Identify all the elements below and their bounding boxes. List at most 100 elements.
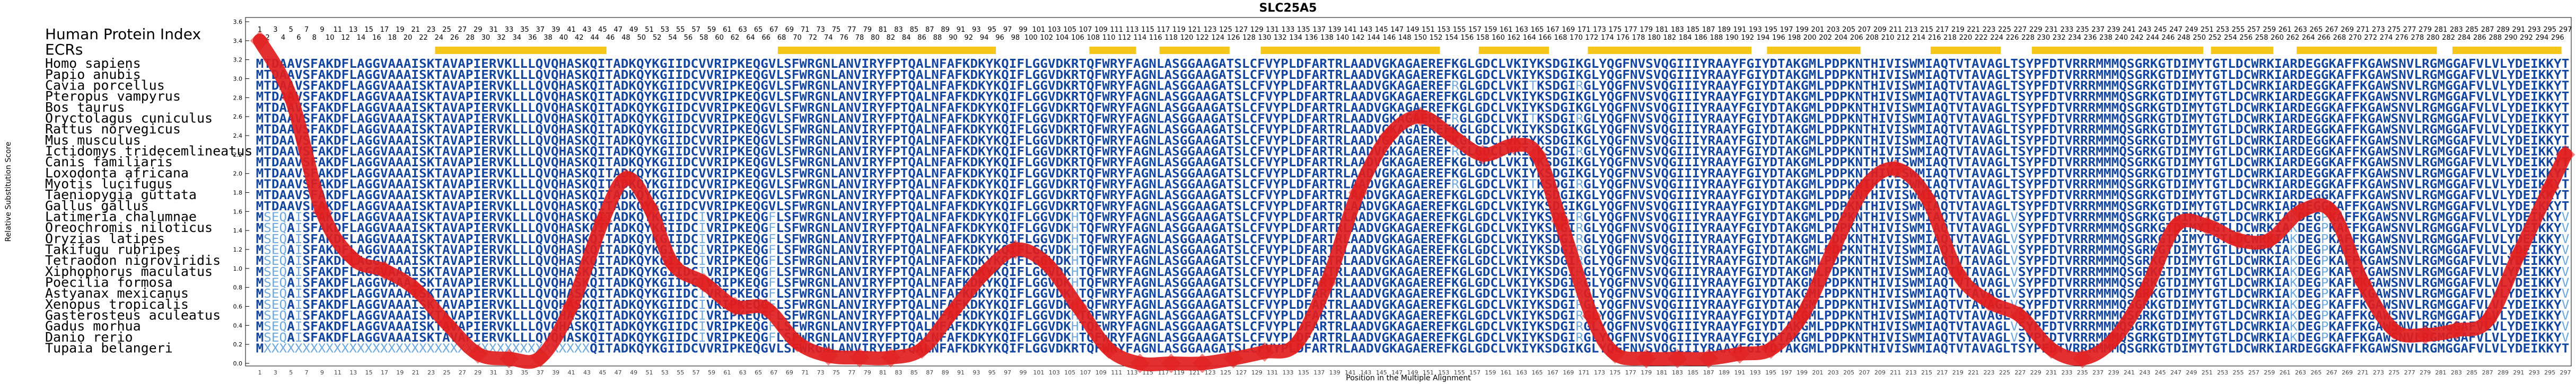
bottom-index-label: 73: [817, 369, 825, 376]
top-index-label: 54: [668, 34, 677, 42]
top-index-label: 40: [559, 34, 568, 42]
top-index-label: 268: [2333, 34, 2346, 42]
top-index-label: 246: [2161, 34, 2175, 42]
top-index-label: 11: [334, 26, 343, 34]
top-index-label: 221: [1967, 26, 1980, 34]
top-index-label: 292: [2520, 34, 2533, 42]
y-axis: 0.0 0.2 0.4 0.6 0.8 1.0 1.2 1.4 1.6 1.8 2.0 2.2 2.4 2…: [233, 19, 249, 367]
bottom-index-label: 63: [739, 369, 747, 376]
bottom-index-label: 239: [2108, 369, 2119, 376]
bottom-index-label: 135: [1298, 369, 1309, 376]
top-index-label: 290: [2504, 34, 2518, 42]
top-index-label: 37: [536, 26, 545, 34]
bottom-index-label: 271: [2358, 369, 2369, 376]
top-index-label: 65: [754, 26, 763, 34]
top-index-label: 152: [1430, 34, 1443, 42]
top-index-label: 87: [925, 26, 934, 34]
top-index-label: 58: [699, 34, 708, 42]
top-index-label: 93: [972, 26, 981, 34]
bottom-index-label: 195: [1765, 369, 1776, 376]
bottom-index-label: 153: [1438, 369, 1449, 376]
top-index-label: 100: [1024, 34, 1038, 42]
top-index-label: 281: [2434, 26, 2448, 34]
top-index-label: 286: [2473, 34, 2486, 42]
bottom-index-label: 245: [2155, 369, 2166, 376]
curve-point: [616, 168, 636, 189]
top-index-label: 66: [762, 34, 771, 42]
top-index-label: 2: [266, 34, 270, 42]
bottom-index-label: 275: [2388, 369, 2399, 376]
bottom-index-label: 1: [258, 369, 262, 376]
residue-row: MTDAAVSFAKDFLAGGVAAAISKTAVAPIERVKLLLQVQH…: [256, 68, 2570, 82]
top-index-label: 52: [653, 34, 662, 42]
top-index-label: 41: [567, 26, 576, 34]
curve-point: [1161, 353, 1181, 373]
bottom-index-label: 209: [1874, 369, 1886, 376]
curve-point: [1193, 353, 1212, 373]
top-index-label: 158: [1476, 34, 1489, 42]
top-index-label: 209: [1873, 26, 1887, 34]
top-index-label: 170: [1570, 34, 1583, 42]
top-index-label: 161: [1500, 26, 1513, 34]
top-index-label: 111: [1110, 26, 1123, 34]
curve-point: [725, 297, 745, 316]
top-index-label: 266: [2317, 34, 2330, 42]
bottom-index-label: 297: [2560, 369, 2571, 376]
bottom-index-label: 113: [1127, 369, 1138, 376]
species-label: Gasterosteus aculeatus: [45, 307, 221, 323]
curve-point: [1379, 126, 1399, 146]
top-index-label: 201: [1811, 26, 1824, 34]
top-index-label: 92: [964, 34, 973, 42]
curve-point: [1698, 349, 1719, 369]
top-index-label: 38: [544, 34, 553, 42]
bottom-index-label: 49: [630, 369, 637, 376]
residue-row: MTDAAVSFAKDFLAGGVAAAISKTAVAPIERVKLLLQVQH…: [256, 200, 2570, 213]
top-index-label: 193: [1749, 26, 1762, 34]
ecr-band: [2297, 47, 2437, 54]
top-index-label: 157: [1468, 26, 1482, 34]
bottom-index-label: 199: [1797, 369, 1808, 376]
top-index-label: 9: [320, 26, 324, 34]
top-index-label: 44: [590, 34, 599, 42]
top-index-label: 83: [894, 26, 903, 34]
plot-frame: [245, 17, 2572, 367]
bottom-index-label: 65: [755, 369, 762, 376]
curve-point: [2384, 320, 2404, 340]
curve-point: [1504, 135, 1524, 155]
curve-point: [2135, 282, 2155, 302]
bottom-index-label: 177: [1625, 369, 1636, 376]
top-index-label: 297: [2559, 26, 2572, 34]
top-index-label: 243: [2138, 26, 2151, 34]
curve-point: [1067, 297, 1088, 316]
bottom-index-label: 33: [505, 369, 513, 376]
top-index-label: 208: [1865, 34, 1879, 42]
bottom-index-label: 75: [833, 369, 840, 376]
top-index-ticks: 1 3 5 7 9 11 13 15 17 19 21 23 25 27 29 31 33 35 37 39 41 43 4…: [258, 26, 2572, 42]
top-index-label: 260: [2271, 34, 2284, 42]
curve-point: [406, 279, 426, 299]
bottom-index-label: 97: [1004, 369, 1011, 376]
curve-point: [1761, 339, 1781, 359]
top-index-label: 56: [684, 34, 693, 42]
top-index-label: 293: [2528, 26, 2541, 34]
top-index-label: 199: [1795, 26, 1809, 34]
top-index-label: 18: [388, 34, 397, 42]
bottom-index-label: 119: [1173, 369, 1185, 376]
residue-row: MSEQAISFAKDFLAGGVAAAISKTAVAPIERVKLLLQVQH…: [256, 233, 2570, 246]
top-index-label: 191: [1733, 26, 1747, 34]
top-index-label: 233: [2060, 26, 2073, 34]
curve-point: [374, 261, 395, 280]
bottom-index-label: 85: [910, 369, 918, 376]
bottom-index-label: 159: [1485, 369, 1496, 376]
curve-point: [1348, 183, 1368, 202]
curve-point: [2197, 216, 2217, 236]
bottom-index-label: 79: [864, 369, 871, 376]
bottom-index-label: 179: [1641, 369, 1652, 376]
top-index-label: 195: [1764, 26, 1777, 34]
bottom-index-label: 81: [879, 369, 887, 376]
top-index-label: 82: [887, 34, 896, 42]
top-index-label: 10: [326, 34, 335, 42]
top-index-label: 143: [1359, 26, 1372, 34]
species-label: Takifugu rubripes: [45, 242, 181, 257]
